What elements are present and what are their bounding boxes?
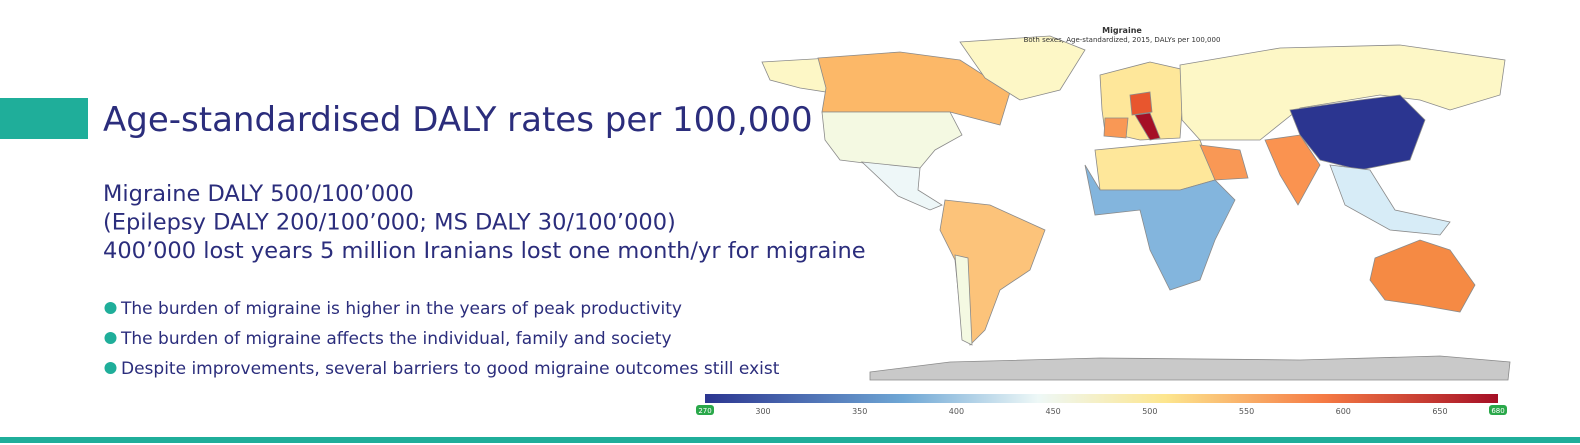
bullet-dot bbox=[104, 302, 117, 314]
bullet-text: The burden of migraine affects the indiv… bbox=[120, 329, 672, 349]
world-map bbox=[761, 35, 1511, 381]
map-se-asia bbox=[1329, 164, 1451, 236]
body-line: Migraine DALY 500/100’000 bbox=[103, 181, 414, 207]
map-australia bbox=[1369, 239, 1476, 313]
map-chile bbox=[954, 254, 973, 346]
color-scale-labels: 300 350 400 450 500 550 600 650 270 680 bbox=[696, 405, 1507, 416]
bottom-rule bbox=[0, 437, 1580, 443]
map-china bbox=[1289, 94, 1426, 171]
body-line: 400’000 lost years 5 million Iranians lo… bbox=[103, 238, 866, 264]
bullet-text: The burden of migraine is higher in the … bbox=[120, 299, 682, 319]
map-canada bbox=[817, 51, 1011, 126]
map-usa bbox=[821, 111, 963, 169]
scale-end-badge bbox=[1489, 405, 1507, 415]
map-spain bbox=[1103, 117, 1129, 139]
map-south-america bbox=[939, 199, 1046, 346]
map-africa-north bbox=[1094, 139, 1216, 191]
body-lines: Migraine DALY 500/100’000 (Epilepsy DALY … bbox=[103, 181, 866, 264]
body-line: (Epilepsy DALY 200/100’000; MS DALY 30/1… bbox=[103, 210, 676, 236]
scale-tick-label: 350 bbox=[852, 407, 867, 416]
bullet-text: Despite improvements, several barriers t… bbox=[121, 359, 780, 379]
scale-tick-label: 300 bbox=[755, 407, 770, 416]
scale-end-label: 270 bbox=[698, 407, 711, 415]
scale-end-label: 680 bbox=[1491, 407, 1504, 415]
bullet-dot bbox=[104, 362, 117, 374]
bullet-list: The burden of migraine is higher in the … bbox=[104, 299, 780, 379]
scale-tick-label: 650 bbox=[1432, 407, 1447, 416]
map-saudi bbox=[1199, 144, 1249, 181]
map-mexico bbox=[860, 161, 943, 211]
map-greenland bbox=[959, 35, 1086, 101]
map-italy bbox=[1134, 112, 1161, 141]
scale-tick-label: 400 bbox=[949, 407, 964, 416]
scale-tick-label: 600 bbox=[1336, 407, 1351, 416]
slide-title: Age-standardised DALY rates per 100,000 bbox=[103, 100, 813, 140]
map-antarctica bbox=[869, 355, 1511, 381]
map-title: Migraine bbox=[1102, 26, 1142, 35]
bullet-dot bbox=[104, 332, 117, 344]
scale-tick-label: 550 bbox=[1239, 407, 1254, 416]
scale-end-badge bbox=[696, 405, 714, 415]
scale-tick-label: 450 bbox=[1046, 407, 1061, 416]
scale-tick-label: 500 bbox=[1142, 407, 1157, 416]
map-africa bbox=[1084, 164, 1236, 291]
map-subtitle: Both sexes, Age-standardized, 2015, DALY… bbox=[1024, 36, 1221, 44]
map-germany bbox=[1129, 91, 1153, 116]
accent-bar bbox=[0, 98, 88, 139]
map-india bbox=[1264, 134, 1321, 206]
color-scale bbox=[705, 394, 1498, 403]
